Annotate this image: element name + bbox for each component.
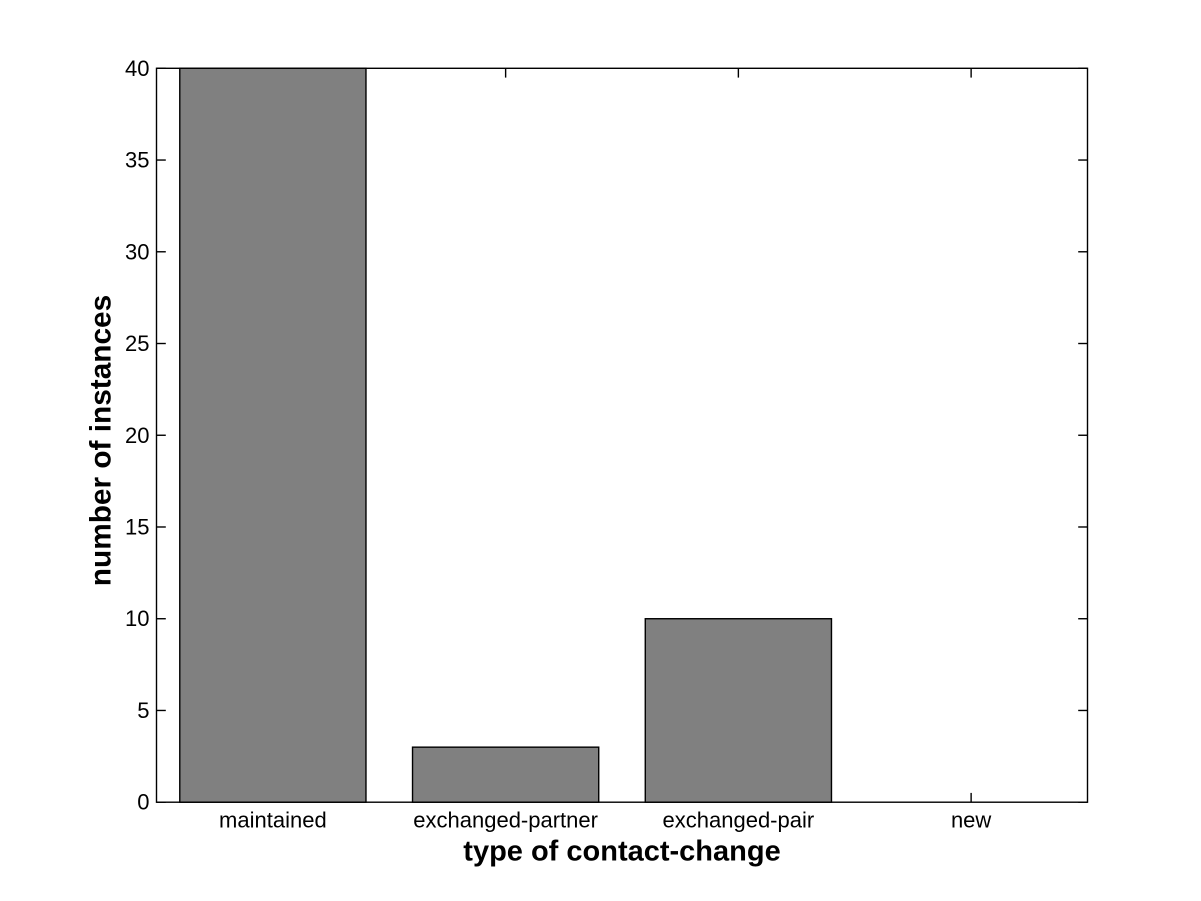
svg-text:type of contact-change: type of contact-change <box>463 836 780 868</box>
svg-text:exchanged-pair: exchanged-pair <box>663 808 815 833</box>
svg-text:10: 10 <box>125 606 149 631</box>
svg-text:35: 35 <box>125 148 149 173</box>
svg-text:20: 20 <box>125 423 149 448</box>
svg-text:5: 5 <box>137 698 149 723</box>
svg-text:maintained: maintained <box>219 808 327 833</box>
svg-text:25: 25 <box>125 331 149 356</box>
svg-text:new: new <box>951 808 991 833</box>
svg-text:exchanged-partner: exchanged-partner <box>413 808 598 833</box>
svg-text:number of instances: number of instances <box>85 295 118 586</box>
svg-text:40: 40 <box>125 56 149 81</box>
svg-text:15: 15 <box>125 514 149 539</box>
svg-text:0: 0 <box>137 790 149 815</box>
svg-text:30: 30 <box>125 239 149 264</box>
